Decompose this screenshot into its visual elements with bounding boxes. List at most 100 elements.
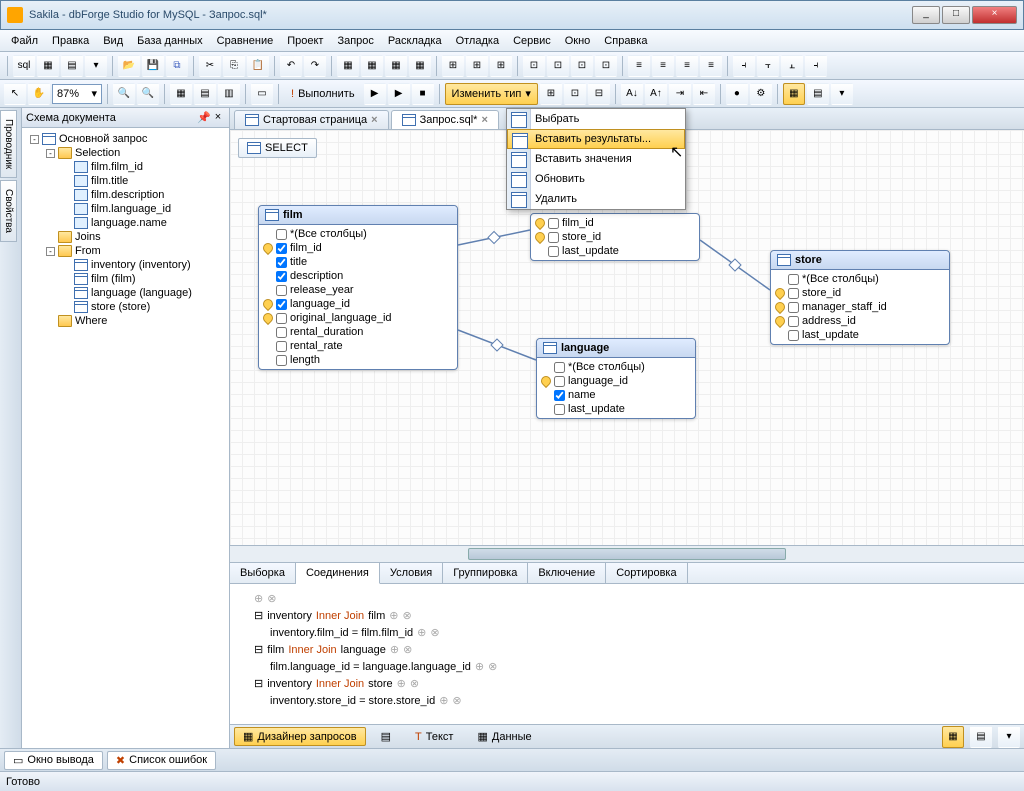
align4-icon[interactable]: ⫞: [805, 55, 827, 77]
side-tab-explorer[interactable]: Проводник: [0, 110, 17, 178]
tree-node[interactable]: film.film_id: [26, 160, 225, 174]
q1-icon[interactable]: ⊞: [540, 83, 562, 105]
side-tab-properties[interactable]: Свойства: [0, 180, 17, 242]
tree-node[interactable]: Where: [26, 314, 225, 328]
column-checkbox[interactable]: [788, 330, 799, 341]
saveall-icon[interactable]: ⧉: [166, 55, 188, 77]
join-condition[interactable]: film.language_id = language.language_id …: [238, 658, 1016, 675]
tree-node[interactable]: film.language_id: [26, 202, 225, 216]
column-checkbox[interactable]: [276, 355, 287, 366]
bottom-tab-5[interactable]: Сортировка: [606, 563, 687, 583]
column-row[interactable]: length: [263, 353, 453, 367]
menu-8[interactable]: Отладка: [449, 32, 506, 50]
exec2-icon[interactable]: ▶: [388, 83, 410, 105]
column-row[interactable]: last_update: [775, 328, 945, 342]
tool1-icon[interactable]: ⊡: [523, 55, 545, 77]
menu-3[interactable]: База данных: [130, 32, 210, 50]
menu-11[interactable]: Справка: [597, 32, 654, 50]
table-store[interactable]: store*(Все столбцы)store_idmanager_staff…: [770, 250, 950, 345]
join-add[interactable]: ⊕⊗: [238, 590, 1016, 607]
open-icon[interactable]: 📂: [118, 55, 140, 77]
column-checkbox[interactable]: [554, 376, 565, 387]
layout3-icon[interactable]: ▥: [218, 83, 240, 105]
menu-1[interactable]: Правка: [45, 32, 96, 50]
page-icon[interactable]: ▭: [251, 83, 273, 105]
zoom-combo[interactable]: 87%▾: [52, 84, 102, 104]
column-checkbox[interactable]: [276, 229, 287, 240]
sort-desc-icon[interactable]: A↑: [645, 83, 667, 105]
grid3-icon[interactable]: ▦: [385, 55, 407, 77]
join-row[interactable]: ⊟ inventory Inner Join film ⊕ ⊗: [238, 607, 1016, 624]
save-icon[interactable]: 💾: [142, 55, 164, 77]
bottom-tab-3[interactable]: Группировка: [443, 563, 528, 583]
column-checkbox[interactable]: [276, 271, 287, 282]
dropdown-item-3[interactable]: Обновить: [507, 169, 685, 189]
column-row[interactable]: *(Все столбцы): [263, 227, 453, 241]
align3-icon[interactable]: ⫠: [781, 55, 803, 77]
column-row[interactable]: title: [263, 255, 453, 269]
align2-icon[interactable]: ⫟: [757, 55, 779, 77]
bottom-tab-4[interactable]: Включение: [528, 563, 606, 583]
column-checkbox[interactable]: [554, 390, 565, 401]
tree-node[interactable]: -From: [26, 244, 225, 258]
align1-icon[interactable]: ⫞: [733, 55, 755, 77]
column-row[interactable]: language_id: [263, 297, 453, 311]
bottom-tab-1[interactable]: Соединения: [296, 563, 380, 584]
tree-node[interactable]: -Основной запрос: [26, 132, 225, 146]
column-row[interactable]: last_update: [535, 244, 695, 258]
tree-node[interactable]: inventory (inventory): [26, 258, 225, 272]
tool2-icon[interactable]: ⊡: [547, 55, 569, 77]
menu-2[interactable]: Вид: [96, 32, 130, 50]
column-checkbox[interactable]: [554, 404, 565, 415]
horizontal-scrollbar[interactable]: [230, 545, 1024, 562]
view-designer-button[interactable]: ▦Дизайнер запросов: [234, 727, 366, 746]
cfg-icon[interactable]: ⚙: [750, 83, 772, 105]
change-type-button[interactable]: Изменить тип▾: [445, 83, 538, 105]
tool3-icon[interactable]: ⊡: [571, 55, 593, 77]
menu-5[interactable]: Проект: [280, 32, 330, 50]
fmt1-icon[interactable]: ≡: [628, 55, 650, 77]
view-text-button[interactable]: TТекст: [406, 728, 462, 746]
copy-icon[interactable]: ⎘: [223, 55, 245, 77]
bottom-tab-0[interactable]: Выборка: [230, 563, 296, 583]
column-checkbox[interactable]: [276, 327, 287, 338]
fmt4-icon[interactable]: ≡: [700, 55, 722, 77]
tree-node[interactable]: language (language): [26, 286, 225, 300]
db1-icon[interactable]: ⊞: [442, 55, 464, 77]
column-row[interactable]: manager_staff_id: [775, 300, 945, 314]
view-data-button[interactable]: ▦Данные: [468, 727, 540, 746]
db2-icon[interactable]: ⊞: [466, 55, 488, 77]
menu-9[interactable]: Сервис: [506, 32, 558, 50]
column-row[interactable]: store_id: [775, 286, 945, 300]
panel-close-icon[interactable]: ×: [211, 111, 225, 125]
tab-close-icon[interactable]: ×: [481, 114, 487, 126]
grid4-icon[interactable]: ▦: [409, 55, 431, 77]
tree-node[interactable]: film (film): [26, 272, 225, 286]
menu-4[interactable]: Сравнение: [210, 32, 281, 50]
column-checkbox[interactable]: [548, 232, 559, 243]
column-checkbox[interactable]: [548, 218, 559, 229]
hand-icon[interactable]: ✋: [28, 83, 50, 105]
column-row[interactable]: *(Все столбцы): [541, 360, 691, 374]
minimize-button[interactable]: _: [912, 6, 940, 24]
doc-tab-0[interactable]: Стартовая страница×: [234, 110, 389, 129]
dropdown-item-4[interactable]: Удалить: [507, 189, 685, 209]
menu-6[interactable]: Запрос: [330, 32, 380, 50]
column-row[interactable]: film_id: [263, 241, 453, 255]
outdent-icon[interactable]: ⇤: [693, 83, 715, 105]
doc-icon[interactable]: ▤: [61, 55, 83, 77]
tree-node[interactable]: store (store): [26, 300, 225, 314]
tree-node[interactable]: Joins: [26, 230, 225, 244]
join-condition[interactable]: inventory.store_id = store.store_id ⊕ ⊗: [238, 692, 1016, 709]
column-checkbox[interactable]: [276, 285, 287, 296]
table-film[interactable]: film*(Все столбцы)film_idtitledescriptio…: [258, 205, 458, 370]
column-checkbox[interactable]: [788, 316, 799, 327]
view-opt1-icon[interactable]: ▦: [942, 726, 964, 748]
column-row[interactable]: description: [263, 269, 453, 283]
column-row[interactable]: *(Все столбцы): [775, 272, 945, 286]
column-checkbox[interactable]: [276, 299, 287, 310]
close-button[interactable]: ×: [972, 6, 1017, 24]
new-icon[interactable]: ▦: [37, 55, 59, 77]
join-condition[interactable]: inventory.film_id = film.film_id ⊕ ⊗: [238, 624, 1016, 641]
column-row[interactable]: film_id: [535, 216, 695, 230]
